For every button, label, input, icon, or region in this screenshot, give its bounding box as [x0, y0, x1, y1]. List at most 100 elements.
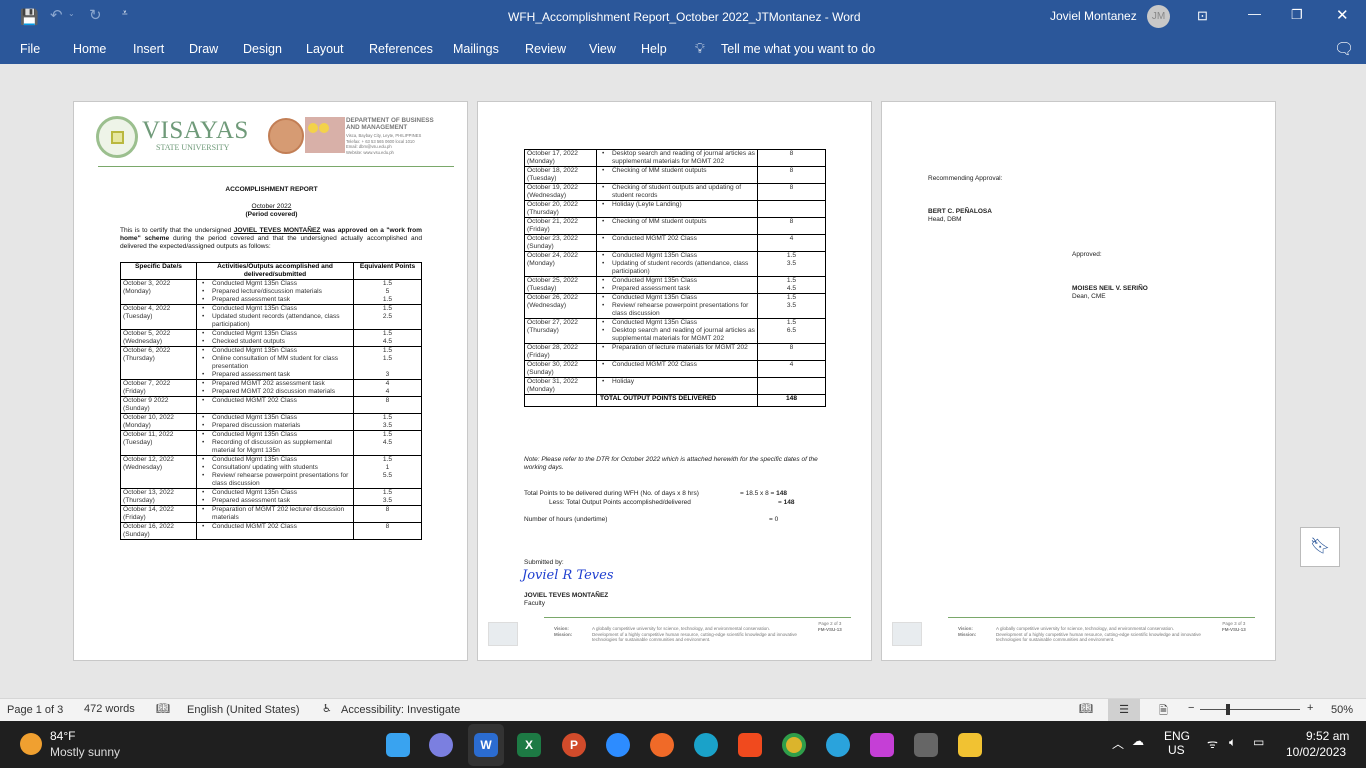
date-cell: October 12, 2022 (Wednesday)	[121, 456, 197, 488]
telegram-icon[interactable]	[826, 733, 850, 757]
teams-chat-icon[interactable]	[429, 733, 453, 757]
date-text: October 7, 2022	[123, 380, 171, 387]
day-text: (Thursday)	[123, 355, 155, 362]
tab-view[interactable]: View	[589, 42, 616, 56]
weather-icon[interactable]	[20, 733, 42, 755]
undo-dropdown-icon[interactable]: ⌄	[68, 9, 75, 18]
onedrive-icon[interactable]: ☁	[1132, 734, 1144, 748]
activity-item: Holiday	[597, 378, 825, 394]
undo-icon[interactable]: ↶	[50, 7, 63, 24]
date-text: October 4, 2022	[123, 305, 171, 312]
activity-points: 1.5	[757, 319, 825, 327]
zoom-slider-thumb[interactable]	[1226, 704, 1230, 715]
excel-icon[interactable]: X	[517, 733, 541, 757]
undertime-value: = 0	[769, 516, 779, 523]
table-row: October 30, 2022(Sunday)Conducted MGMT 2…	[525, 360, 825, 377]
bookmark-button[interactable]: 🔖︎	[1300, 527, 1340, 567]
read-mode-icon[interactable]: 📖︎	[1079, 703, 1093, 715]
tab-design[interactable]: Design	[243, 42, 282, 56]
tab-insert[interactable]: Insert	[133, 42, 165, 56]
mission-text: Development of a highly competitive huma…	[592, 631, 797, 643]
tab-review[interactable]: Review	[525, 42, 566, 56]
table-row: October 4, 2022(Tuesday)Conducted Mgmt 1…	[121, 304, 421, 329]
page-number: Page 2 of 3	[818, 621, 842, 626]
page-count[interactable]: Page 1 of 3	[7, 704, 64, 716]
edge-icon[interactable]	[694, 733, 718, 757]
tab-draw[interactable]: Draw	[189, 42, 219, 56]
zoom-icon[interactable]	[606, 733, 630, 757]
tab-help[interactable]: Help	[641, 42, 667, 56]
tab-mailings[interactable]: Mailings	[453, 42, 499, 56]
accessibility-icon[interactable]: ♿︎	[322, 703, 332, 715]
app-icon[interactable]	[870, 733, 894, 757]
file-explorer-icon[interactable]	[958, 733, 982, 757]
zoom-out-button[interactable]: −	[1188, 702, 1195, 714]
brave-icon[interactable]	[738, 733, 762, 757]
clock-time[interactable]: 9:52 am	[1306, 729, 1350, 743]
date-cell: October 9 2022 (Sunday)	[121, 397, 197, 413]
signer-name: JOVIEL TEVES MONTAÑEZ	[524, 592, 609, 599]
user-avatar[interactable]: JM	[1147, 5, 1170, 28]
minimize-button[interactable]: —	[1248, 6, 1261, 21]
zoom-level[interactable]: 50%	[1331, 704, 1354, 716]
comments-icon[interactable]: 🗨︎	[1334, 41, 1355, 58]
firefox-icon[interactable]	[650, 733, 674, 757]
title-bar: 💾 ↶ ⌄ ↻ ⩡ WFH_Accomplishment Report_Octo…	[0, 0, 1366, 33]
start-icon[interactable]	[386, 733, 410, 757]
zoom-slider[interactable]	[1200, 704, 1300, 715]
web-layout-icon[interactable]: 🗎︎	[1159, 705, 1168, 717]
vertex-app-icon[interactable]	[914, 733, 938, 757]
tab-home[interactable]: Home	[73, 42, 107, 56]
tab-layout[interactable]: Layout	[306, 42, 344, 56]
ribbon-display-options-icon[interactable]: ⊡	[1197, 8, 1208, 23]
zoom-in-button[interactable]: +	[1307, 702, 1314, 714]
tab-references[interactable]: References	[369, 42, 433, 56]
save-icon[interactable]: 💾	[20, 9, 39, 26]
date-cell: October 26, 2022 (Wednesday)	[525, 294, 597, 318]
lightbulb-icon[interactable]: 💡︎	[695, 40, 705, 56]
customize-toolbar-icon[interactable]: ⩡	[122, 8, 128, 19]
activity-item: Review/ rehearse powerpoint presentation…	[197, 472, 421, 488]
mission-label: Mission:	[958, 631, 977, 637]
close-button[interactable]: ✕	[1336, 7, 1349, 24]
print-layout-button[interactable]: ☰	[1108, 699, 1140, 721]
date-cell: October 24, 2022 (Monday)	[525, 252, 597, 276]
wifi-icon[interactable]: ᯤ	[1207, 737, 1218, 751]
input-language[interactable]: ENG US	[1164, 729, 1190, 757]
clock-date[interactable]: 10/02/2023	[1286, 745, 1347, 759]
tell-me-search[interactable]: Tell me what you want to do	[721, 42, 876, 56]
activity-text: Conducted Mgmt 135n Class	[197, 414, 353, 422]
vsu-wordmark: VISAYAS	[142, 117, 249, 144]
redo-icon[interactable]: ↻	[89, 7, 102, 24]
word-count[interactable]: 472 words	[84, 703, 135, 715]
activity-points: 1.5	[757, 277, 825, 285]
footer-labels: Vision: Mission:	[958, 626, 976, 637]
temperature[interactable]: 84°F	[50, 729, 76, 743]
user-name[interactable]: Joviel Montanez	[1050, 9, 1137, 23]
accessibility-status[interactable]: Accessibility: Investigate	[341, 704, 461, 716]
date-cell: October 20, 2022 (Thursday)	[525, 201, 597, 217]
activity-text: Preparation of MGMT 202 lecture/ discuss…	[197, 506, 353, 522]
activity-text: Prepared assessment task	[597, 285, 757, 293]
show-hidden-icons[interactable]: ︿	[1112, 737, 1125, 751]
volume-icon[interactable]: 🔈︎	[1229, 735, 1237, 749]
activity-points: 8	[757, 344, 825, 360]
date-text: October 30, 2022	[527, 361, 578, 368]
form-code: FM-VSU-13	[818, 626, 842, 632]
restore-button[interactable]: ❐	[1291, 7, 1303, 22]
proofing-icon[interactable]: 📖︎	[156, 703, 170, 715]
powerpoint-icon[interactable]: P	[562, 733, 586, 757]
weather-status[interactable]: Mostly sunny	[50, 745, 121, 759]
chrome-icon[interactable]	[782, 733, 806, 757]
language[interactable]: English (United States)	[187, 704, 300, 716]
word-icon[interactable]: W	[474, 733, 498, 757]
tab-file[interactable]: File	[20, 42, 41, 56]
activity-points	[757, 378, 825, 394]
battery-icon[interactable]: ▭	[1253, 735, 1265, 749]
